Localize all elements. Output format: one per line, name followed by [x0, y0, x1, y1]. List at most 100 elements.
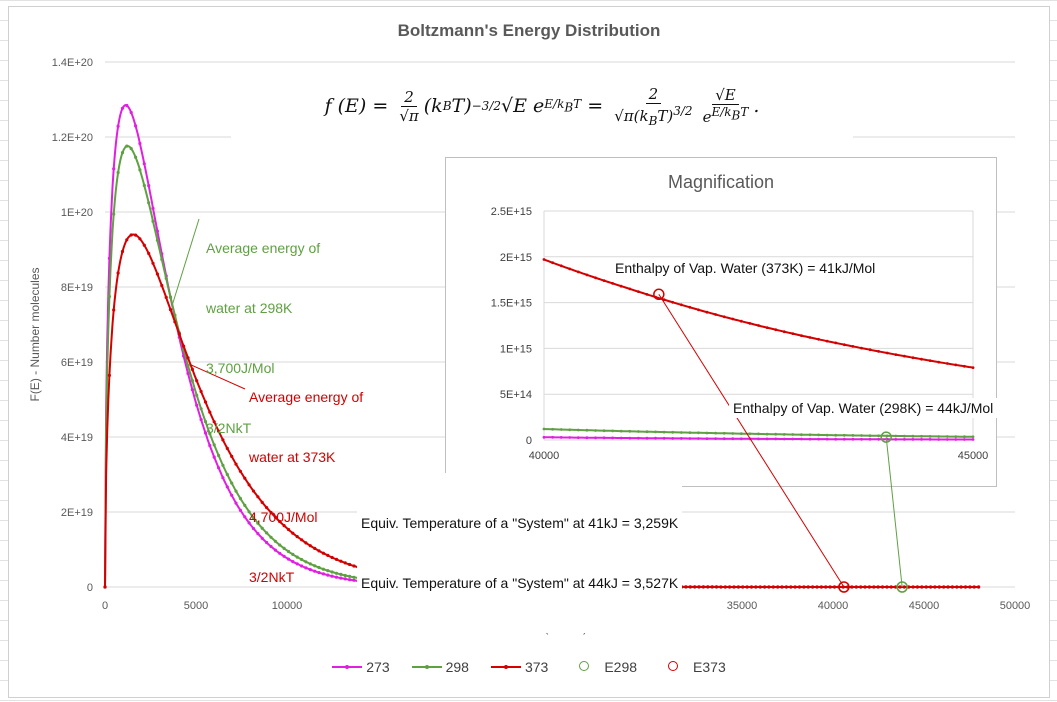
- data-point-273: [334, 575, 339, 579]
- data-point-373: [745, 585, 749, 589]
- data-point-273: [317, 571, 321, 575]
- inset-data-point-373: [954, 363, 958, 367]
- data-point-373: [317, 549, 321, 553]
- inset-data-point-273: [602, 436, 606, 440]
- legend-item-273[interactable]: 273: [332, 659, 390, 675]
- formula-end: .: [753, 95, 760, 117]
- inset-data-point-298: [963, 435, 966, 439]
- data-point-373: [208, 410, 212, 414]
- chart-area[interactable]: Boltzmann's Energy Distribution 0 2E+19 4E…: [8, 6, 1050, 698]
- inset-data-point-273: [739, 437, 743, 441]
- data-point-373: [330, 555, 334, 560]
- data-point-373: [116, 271, 120, 275]
- data-point-373: [706, 585, 710, 589]
- data-point-373: [815, 585, 819, 589]
- data-point-273: [199, 418, 203, 422]
- inset-y-tick-label: 2E+15: [500, 252, 532, 264]
- data-point-373: [151, 261, 155, 265]
- data-point-298: [256, 521, 260, 525]
- inset-data-point-373: [774, 328, 778, 332]
- data-point-373: [793, 585, 797, 589]
- inset-data-point-298: [619, 429, 623, 433]
- data-point-273: [142, 162, 146, 166]
- inset-data-point-273: [688, 437, 692, 440]
- data-point-298: [348, 574, 352, 579]
- data-point-373: [710, 585, 714, 589]
- inset-data-point-298: [611, 429, 614, 433]
- data-point-273: [134, 124, 138, 128]
- legend-item-373[interactable]: 373: [490, 659, 549, 675]
- inset-data-point-298: [594, 429, 597, 432]
- y-tick-label: 1.2E+20: [52, 132, 93, 144]
- data-point-373: [754, 585, 758, 589]
- inset-data-point-273: [800, 437, 803, 441]
- legend-swatch-e298: [570, 661, 600, 673]
- data-point-273: [278, 551, 282, 555]
- inset-data-point-373: [722, 315, 726, 319]
- data-point-273: [265, 540, 269, 545]
- inset-data-point-298: [688, 431, 692, 434]
- inset-data-point-298: [903, 434, 906, 438]
- data-point-273: [195, 403, 199, 407]
- data-point-373: [212, 420, 216, 424]
- data-point-273: [313, 569, 317, 573]
- inset-data-point-373: [662, 298, 666, 302]
- data-point-298: [120, 151, 125, 155]
- formula-frac2-den-sub: B: [648, 113, 658, 128]
- data-point-298: [199, 407, 203, 411]
- data-point-373: [929, 585, 933, 589]
- formula-exp1: −3/2: [471, 99, 501, 113]
- inset-data-point-273: [791, 437, 795, 441]
- data-point-298: [321, 567, 325, 571]
- inset-data-point-373: [705, 310, 709, 314]
- data-point-273: [212, 455, 216, 459]
- data-point-373: [885, 585, 889, 589]
- inset-data-point-373: [877, 350, 880, 353]
- data-point-373: [352, 564, 356, 568]
- legend-label-373: 373: [524, 659, 549, 675]
- inset-data-point-298: [928, 435, 932, 438]
- data-point-373: [950, 585, 955, 589]
- inset-data-point-273: [542, 435, 546, 439]
- formula-frac2-den: √π(k: [614, 106, 649, 125]
- data-point-373: [282, 524, 286, 528]
- data-point-273: [208, 443, 212, 448]
- data-point-298: [230, 481, 234, 485]
- data-point-373: [217, 429, 221, 433]
- data-point-373: [186, 356, 190, 360]
- data-point-373: [129, 233, 133, 237]
- inset-data-point-273: [731, 437, 735, 441]
- inset-data-point-373: [903, 354, 906, 358]
- data-point-373: [907, 585, 911, 589]
- data-point-298: [129, 147, 133, 151]
- annotation-avg-298: Average energy of water at 298K 3,700J/M…: [206, 198, 320, 478]
- data-point-298: [330, 570, 334, 574]
- data-point-373: [824, 585, 828, 589]
- inset-data-point-298: [920, 434, 923, 438]
- data-point-373: [959, 585, 963, 589]
- legend-item-298[interactable]: 298: [411, 659, 469, 675]
- data-point-273: [190, 388, 194, 392]
- legend-item-e373[interactable]: E373: [659, 659, 726, 675]
- magnification-inset[interactable]: Magnification 0 5E+14 1E+15 1.5E+15 2E+15 2.5…: [445, 157, 997, 487]
- data-point-273: [186, 371, 190, 375]
- chart-title: Boltzmann's Energy Distribution: [397, 21, 661, 40]
- data-point-373: [872, 585, 876, 589]
- inset-data-point-298: [731, 432, 735, 435]
- data-point-273: [282, 554, 286, 558]
- inset-data-point-298: [602, 429, 606, 433]
- data-point-298: [107, 294, 111, 299]
- data-point-273: [155, 229, 159, 233]
- inset-plot: 0 5E+14 1E+15 1.5E+15 2E+15 2.5E+15 40000 45000: [491, 206, 989, 462]
- data-point-298: [278, 543, 282, 547]
- inset-data-point-373: [808, 336, 812, 339]
- inset-x-tick-label: 45000: [958, 450, 989, 462]
- legend-item-e298[interactable]: E298: [570, 659, 637, 675]
- data-point-298: [339, 572, 343, 577]
- inset-data-point-298: [637, 430, 640, 433]
- data-point-298: [286, 549, 291, 554]
- annotation-equiv-temp: Equiv. Temperature of a "System" at 41kJ…: [357, 473, 683, 633]
- data-point-298: [208, 432, 212, 436]
- legend-dot-373: [503, 665, 508, 669]
- data-point-298: [186, 363, 190, 368]
